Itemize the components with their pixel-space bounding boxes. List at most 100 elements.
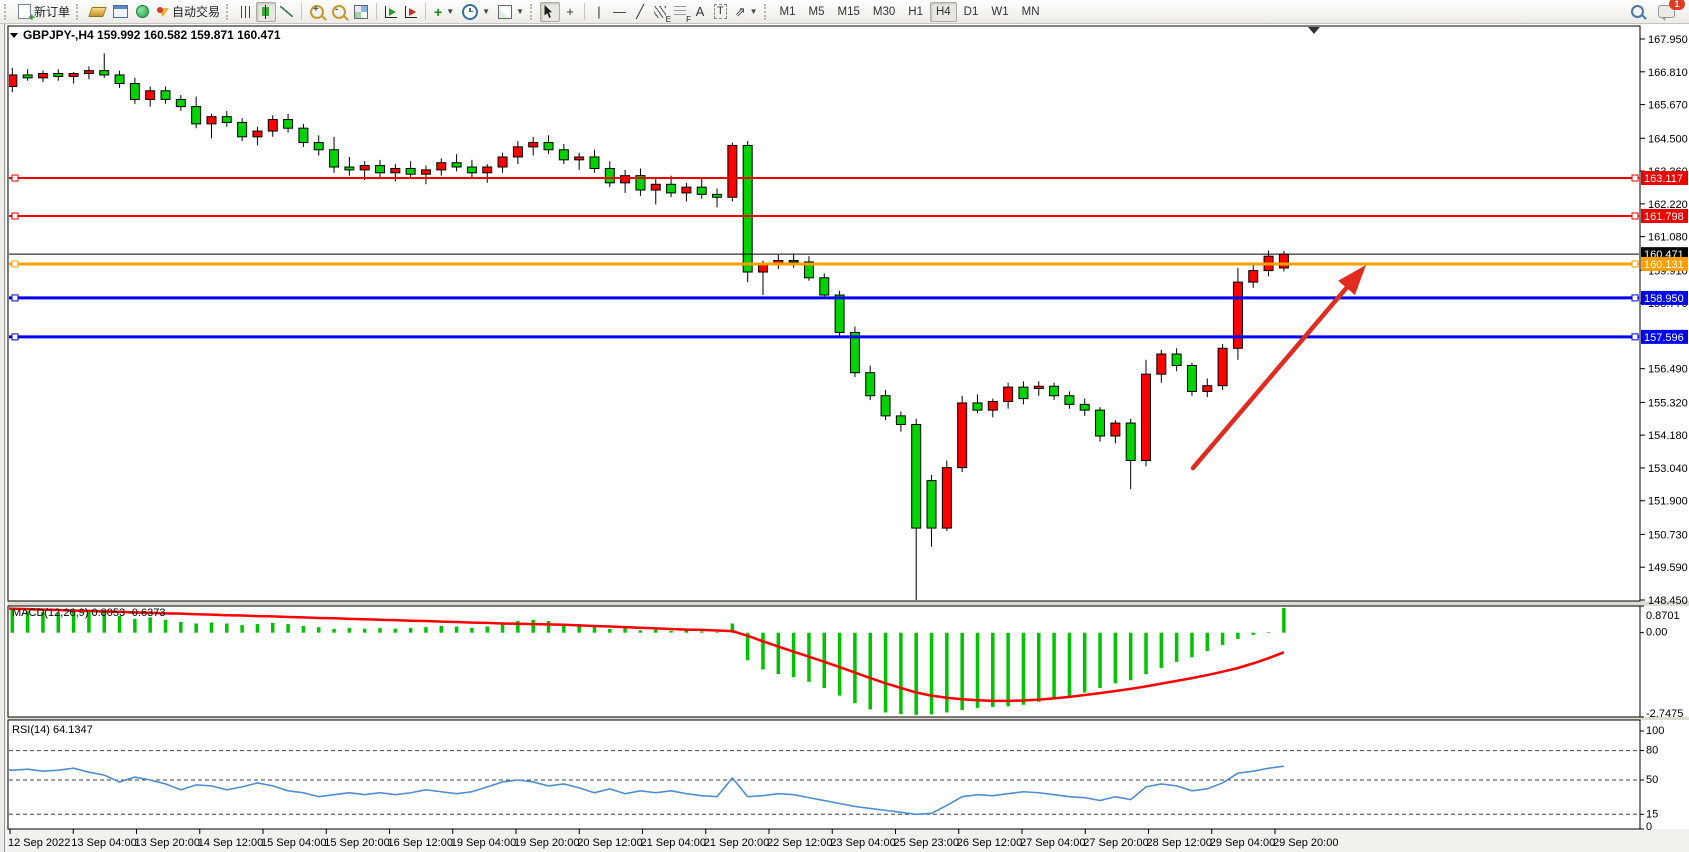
new-order-label: 新订单 [34, 5, 71, 19]
timeframe-MN[interactable]: MN [1021, 5, 1040, 18]
gold-chart-button[interactable] [86, 2, 109, 22]
timeframe-M15[interactable]: M15 [837, 5, 860, 18]
price-line-label-box [1641, 171, 1688, 186]
notifications-button[interactable]: 1 [1654, 0, 1685, 22]
candlestick-icon [260, 4, 273, 19]
timeframe-H1[interactable]: H1 [908, 5, 923, 18]
cursor-icon [544, 5, 552, 18]
line-handle[interactable] [11, 260, 19, 268]
timeframe-M1[interactable]: M1 [779, 5, 796, 18]
indicators-button[interactable]: + ▼ [430, 2, 458, 22]
zoom-in-icon: + [310, 4, 325, 19]
candle-body [987, 400, 998, 411]
candle-body [742, 144, 753, 273]
new-order-button[interactable]: 新订单 [14, 2, 74, 24]
zoom-out-button[interactable]: - [328, 2, 350, 22]
candle-body [1049, 385, 1060, 397]
channel-tool-button[interactable]: E [650, 2, 671, 24]
time-tick-label: 15 Sep 04:00 [261, 837, 326, 849]
cursor-tool-button[interactable] [539, 1, 560, 22]
timeframe-W1[interactable]: W1 [991, 5, 1009, 18]
line-handle[interactable] [1631, 174, 1639, 182]
auto-scroll-button[interactable] [381, 2, 401, 22]
candle-body [635, 175, 646, 191]
templates-button[interactable]: ▼ [494, 2, 528, 22]
time-tick-label: 23 Sep 04:00 [830, 837, 895, 849]
line-handle[interactable] [11, 333, 19, 341]
candle-body [252, 130, 263, 138]
periods-button[interactable]: ▼ [458, 2, 494, 22]
market-watch-button[interactable] [109, 2, 132, 22]
line-handle[interactable] [1631, 294, 1639, 302]
candle-body [482, 166, 493, 174]
candle-body [528, 142, 539, 148]
candle-body [22, 74, 33, 79]
tile-windows-button[interactable] [350, 2, 372, 22]
chart-shift-button[interactable] [401, 2, 421, 22]
bar-chart-button[interactable] [236, 2, 256, 22]
line-handle[interactable] [1631, 333, 1639, 341]
time-tick-label: 13 Sep 04:00 [71, 837, 136, 849]
timeframe-M5[interactable]: M5 [808, 5, 825, 18]
trend-arrow[interactable] [1190, 265, 1366, 471]
text-tool-button[interactable]: A [690, 2, 710, 22]
zoom-in-button[interactable]: + [306, 2, 328, 22]
candle-body [865, 372, 876, 397]
crosshair-tool-button[interactable]: + [560, 2, 580, 22]
arrows-tool-button[interactable]: ⇗ ▼ [731, 2, 762, 22]
horizontal-lines: 163.117161.798160.471160.131158.950157.5… [9, 171, 1688, 344]
line-handle[interactable] [11, 212, 19, 220]
signals-button[interactable] [132, 2, 153, 22]
text-tool-icon: A [695, 4, 705, 19]
search-button[interactable] [1627, 2, 1648, 22]
timeframe-D1[interactable]: D1 [963, 5, 979, 18]
label-tool-icon: T [713, 4, 727, 19]
rsi-label: RSI(14) 64.1347 [12, 724, 93, 736]
candle-body [99, 70, 110, 76]
price-line-label: 157.596 [1644, 332, 1684, 344]
candle-body [788, 260, 799, 263]
line-handle[interactable] [11, 174, 19, 182]
horizontal-line-icon: — [612, 4, 626, 19]
candle-body [390, 167, 401, 174]
macd-signal-line [9, 607, 1285, 703]
candle-body [206, 116, 217, 125]
timeframe-H4[interactable]: H4 [929, 1, 957, 22]
candle-body [359, 165, 370, 171]
toolbar-separator [583, 3, 585, 20]
price-line-label-box [1641, 256, 1688, 271]
label-tool-button[interactable]: T [710, 2, 731, 22]
price-tick-label: 161.080 [1648, 232, 1688, 244]
line-handle[interactable] [1631, 260, 1639, 268]
timeframe-M30[interactable]: M30 [872, 5, 896, 18]
vertical-line-tool-button[interactable]: | [589, 2, 609, 22]
price-tick-label: 153.040 [1648, 463, 1688, 475]
auto-trading-button[interactable]: 自动交易 [153, 2, 224, 22]
candle-body [574, 156, 585, 161]
chart-shift-marker[interactable] [1308, 27, 1320, 34]
line-chart-button[interactable] [276, 2, 297, 22]
price-tick-label: 165.670 [1648, 100, 1688, 112]
macd-label: MACD(12,26,9) 0.8053 -0.6373 [12, 607, 165, 619]
symbol-dropdown-icon[interactable] [10, 33, 18, 38]
price-tick-label: 167.950 [1648, 34, 1688, 46]
candle-body [1125, 422, 1136, 461]
time-tick-label: 16 Sep 12:00 [388, 837, 453, 849]
candle-body [650, 183, 661, 191]
fibonacci-tool-button[interactable]: F [670, 2, 691, 24]
arrow-shaft [1190, 285, 1349, 471]
line-handle[interactable] [11, 294, 19, 302]
candle-body [283, 119, 294, 129]
candle-body [405, 167, 416, 175]
candle-body [114, 74, 125, 85]
candle-body [375, 165, 385, 174]
price-tick-label: 154.180 [1648, 430, 1688, 442]
trendline-tool-button[interactable]: ╱ [630, 2, 650, 22]
zoom-out-icon: - [332, 4, 347, 19]
horizontal-line-tool-button[interactable]: — [609, 2, 630, 22]
candlestick-chart-button[interactable] [256, 1, 277, 22]
line-handle[interactable] [1631, 212, 1639, 220]
rsi-indicator [9, 750, 1639, 816]
